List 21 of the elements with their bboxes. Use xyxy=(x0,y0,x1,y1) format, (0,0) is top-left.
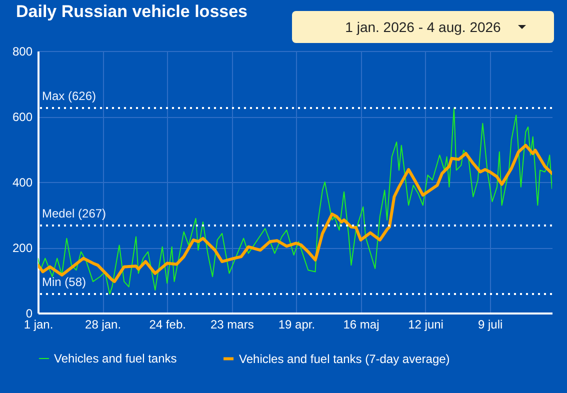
ref-line-label: Min (58) xyxy=(42,275,86,290)
x-tick-label: 28 jan. xyxy=(85,318,122,332)
y-tick-label: 800 xyxy=(12,44,33,58)
y-tick-label: 200 xyxy=(12,241,33,255)
ref-line-label: Max (626) xyxy=(42,88,96,103)
x-tick-label: 9 juli xyxy=(478,318,503,332)
x-tick-label: 12 juni xyxy=(408,318,444,332)
x-tick-label: 16 maj xyxy=(343,318,380,332)
legend-label: Vehicles and fuel tanks xyxy=(54,352,177,366)
line-series xyxy=(38,107,552,295)
y-tick-label: 400 xyxy=(12,176,33,190)
x-tick-label: 24 feb. xyxy=(149,318,186,332)
text: 1 jan. 2026 - 4 aug. 2026 xyxy=(345,19,501,35)
y-tick-label: 600 xyxy=(12,110,33,124)
x-tick-label: 1 jan. xyxy=(24,318,54,332)
x-tick-label: 23 mars xyxy=(210,318,254,332)
x-tick-label: 19 apr. xyxy=(278,318,316,332)
legend-label: Vehicles and fuel tanks (7-day average) xyxy=(239,352,450,366)
y-tick-label: 0 xyxy=(26,306,33,320)
ref-line-label: Medel (267) xyxy=(42,206,106,221)
chart-title: Daily Russian vehicle losses xyxy=(16,2,248,21)
